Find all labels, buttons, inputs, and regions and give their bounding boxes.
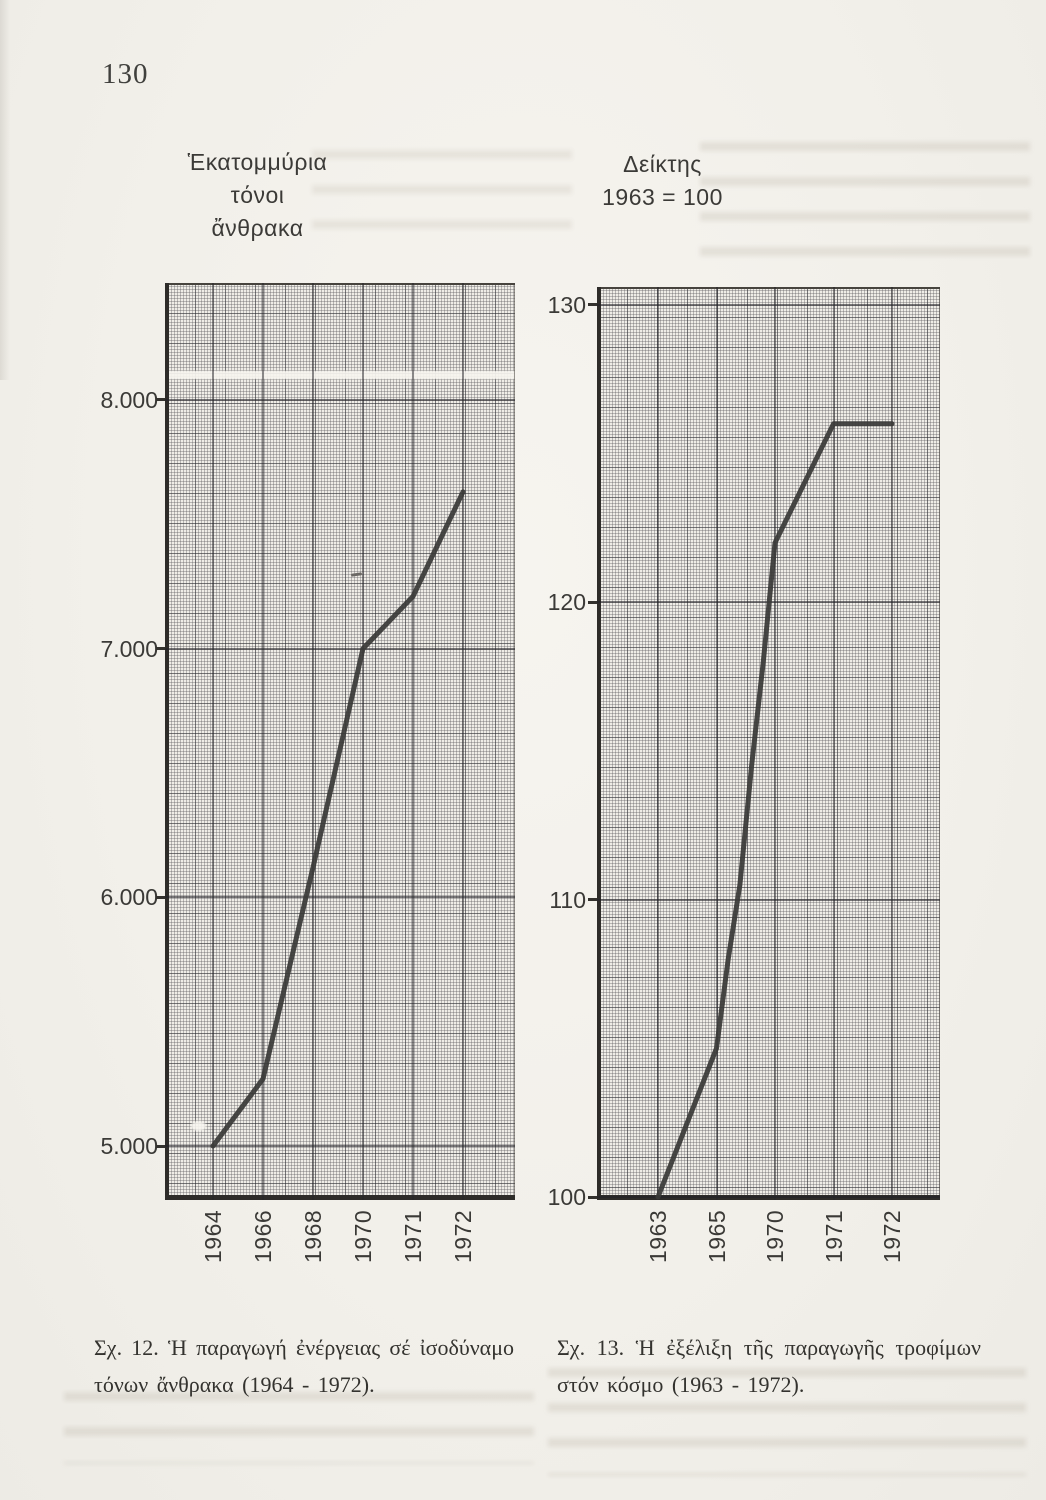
coal-chart-y-axis bbox=[165, 283, 169, 1200]
coal-chart-title: Ἑκατομμύρια τόνοι ἄνθρακα bbox=[150, 146, 365, 245]
figure-13-caption: Σχ. 13. Ἡ ἐξέλιξη τῆς παραγωγῆς τροφίμων… bbox=[557, 1335, 981, 1397]
index-chart-plot-area bbox=[588, 287, 940, 1200]
x-tick-label: 1965 bbox=[703, 1209, 730, 1263]
y-tick-label: 100 bbox=[547, 1184, 586, 1211]
x-tick-label: 1971 bbox=[820, 1209, 847, 1263]
y-tick-label: 130 bbox=[547, 291, 586, 318]
x-tick-label: 1968 bbox=[300, 1209, 326, 1263]
y-tick-label: 6.000 bbox=[100, 884, 158, 911]
year-gridline bbox=[774, 287, 776, 1200]
y-tick-mark bbox=[156, 398, 165, 402]
year-gridline bbox=[832, 287, 835, 1200]
y-tick-mark bbox=[588, 1195, 597, 1199]
coal-chart-y-axis-labels: 8.000 7.000 6.000 5.000 bbox=[70, 283, 158, 1200]
y-tick-mark bbox=[588, 600, 597, 604]
year-gridline bbox=[715, 287, 718, 1200]
index-chart-y-axis bbox=[597, 287, 601, 1200]
y-tick-label: 120 bbox=[547, 589, 586, 616]
y-tick-mark bbox=[588, 898, 597, 902]
year-gridline bbox=[657, 287, 659, 1200]
year-gridline bbox=[462, 283, 464, 1200]
scan-speck-artifact bbox=[191, 1121, 206, 1131]
value-gridline bbox=[165, 647, 515, 650]
y-tick-mark bbox=[156, 647, 165, 651]
index-chart-top-border bbox=[597, 287, 940, 289]
index-chart-title-line2: 1963 = 100 bbox=[602, 184, 723, 210]
coal-chart-plot-area bbox=[156, 283, 517, 1200]
coal-chart-x-axis bbox=[165, 1195, 515, 1200]
x-tick-label: 1971 bbox=[400, 1209, 426, 1263]
y-tick-label: 5.000 bbox=[100, 1133, 158, 1160]
index-chart-title: Δείκτης 1963 = 100 bbox=[560, 148, 765, 214]
y-tick-mark bbox=[156, 1144, 165, 1148]
figure-12-caption: Σχ. 12. Ἡ παραγωγή ἐνέργειας σέ ἰσοδύναμ… bbox=[94, 1335, 514, 1397]
data-line bbox=[655, 421, 895, 1200]
year-gridline bbox=[212, 283, 214, 1200]
year-gridline bbox=[312, 283, 314, 1200]
data-line-svg bbox=[210, 489, 466, 1149]
coal-chart-title-line1: Ἑκατομμύρια bbox=[187, 149, 328, 175]
y-tick-label: 8.000 bbox=[100, 386, 158, 413]
x-tick-label: 1966 bbox=[250, 1209, 276, 1263]
index-chart-right-border bbox=[939, 287, 940, 1200]
coal-chart-x-axis-labels: 1964 1966 1968 1970 1971 1972 bbox=[165, 1205, 515, 1280]
value-gridline bbox=[597, 1196, 940, 1199]
index-chart-title-line1: Δείκτης bbox=[623, 151, 702, 177]
y-tick-label: 7.000 bbox=[100, 635, 158, 662]
x-tick-label: 1972 bbox=[450, 1209, 476, 1263]
coal-chart-title-line2: τόνοι bbox=[230, 182, 285, 208]
year-gridline bbox=[262, 283, 264, 1200]
x-tick-label: 1972 bbox=[879, 1209, 905, 1263]
coal-chart-title-line3: ἄνθρακα bbox=[211, 215, 304, 241]
y-tick-label: 110 bbox=[549, 886, 586, 913]
index-chart-y-axis-labels: 130 120 110 100 bbox=[520, 287, 586, 1210]
value-gridline bbox=[165, 896, 515, 899]
x-tick-label: 1963 bbox=[645, 1209, 671, 1263]
x-tick-label: 1970 bbox=[762, 1209, 788, 1263]
year-gridline bbox=[412, 283, 414, 1200]
x-tick-label: 1970 bbox=[350, 1209, 376, 1263]
y-tick-mark bbox=[588, 303, 597, 307]
x-tick-label: 1964 bbox=[200, 1209, 226, 1263]
value-gridline bbox=[165, 398, 515, 401]
scan-white-band-artifact bbox=[163, 371, 517, 379]
data-line bbox=[210, 489, 466, 1149]
page-number: 130 bbox=[102, 58, 149, 90]
y-tick-mark bbox=[156, 895, 165, 899]
value-gridline bbox=[597, 898, 940, 901]
coal-chart-top-border bbox=[165, 283, 515, 285]
data-line-svg bbox=[655, 421, 895, 1200]
value-gridline bbox=[597, 303, 940, 306]
year-gridline bbox=[891, 287, 893, 1200]
year-gridline bbox=[362, 283, 364, 1200]
value-gridline bbox=[165, 1145, 515, 1148]
index-chart-x-axis-labels: 1963 1965 1970 1971 1972 bbox=[597, 1205, 940, 1280]
scan-edge-shadow bbox=[0, 0, 10, 380]
coal-chart-right-border bbox=[514, 283, 515, 1200]
